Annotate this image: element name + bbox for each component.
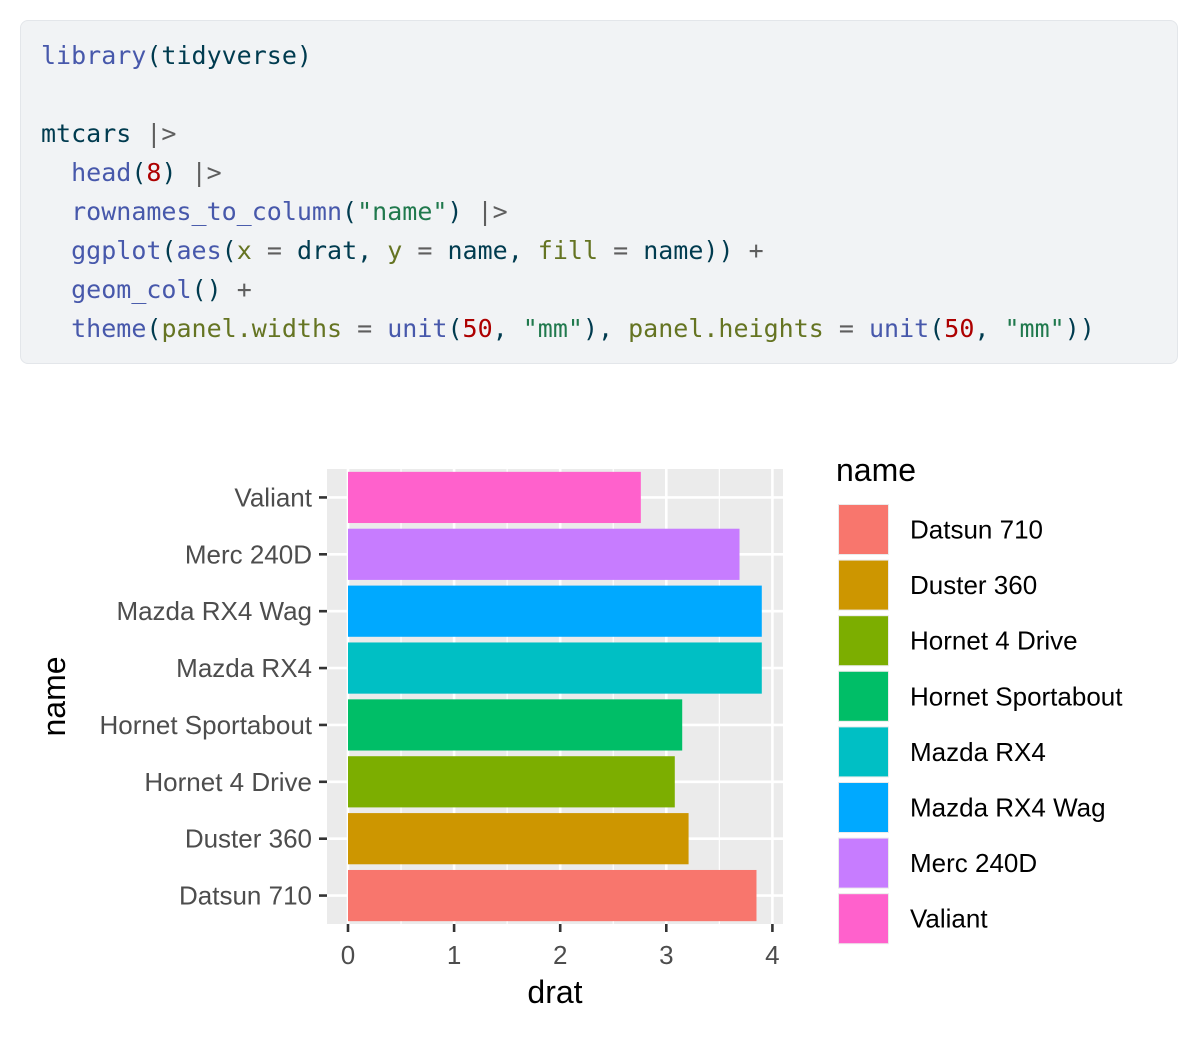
legend-swatch <box>839 560 888 610</box>
code-line: mtcars |> <box>41 119 177 148</box>
code-line: theme(panel.widths = unit(50, "mm"), pan… <box>71 314 1095 343</box>
code-line: rownames_to_column("name") |> <box>71 197 508 226</box>
y-tick-label: Merc 240D <box>185 539 312 569</box>
legend-swatch <box>839 616 888 666</box>
code-block: library(tidyverse) mtcars |> head(8) |> … <box>20 20 1178 364</box>
legend-label: Hornet 4 Drive <box>910 626 1078 656</box>
legend-label: Datsun 710 <box>910 515 1043 545</box>
x-tick-label: 2 <box>553 940 567 970</box>
bar <box>348 699 683 751</box>
x-tick-label: 4 <box>765 940 779 970</box>
legend-label: Valiant <box>910 904 988 934</box>
code-line: geom_col() + <box>71 275 252 304</box>
x-axis-title: drat <box>527 974 582 1010</box>
bar-chart: Datsun 710 Duster 360 Hornet 4 Drive Hornet… <box>36 452 1123 1010</box>
y-tick-label: Mazda RX4 Wag <box>116 596 312 626</box>
bar <box>348 869 757 922</box>
y-axis-title: name <box>36 656 72 736</box>
code-line: library(tidyverse) <box>41 41 312 70</box>
legend-label: Mazda RX4 <box>910 737 1046 767</box>
x-tick-label: 1 <box>447 940 461 970</box>
bar <box>348 642 762 694</box>
bar <box>348 471 641 524</box>
bar <box>348 813 689 865</box>
bar <box>348 585 762 637</box>
x-tick-label: 3 <box>659 940 673 970</box>
x-tick-label: 0 <box>341 940 355 970</box>
legend-label: Mazda RX4 Wag <box>910 793 1106 823</box>
bar <box>348 756 675 808</box>
code-text: library(tidyverse) mtcars |> head(8) |> … <box>41 36 1095 348</box>
y-tick-label: Hornet Sportabout <box>100 710 313 740</box>
legend-swatch <box>839 671 888 721</box>
y-tick-label: Hornet 4 Drive <box>144 767 312 797</box>
legend-swatch <box>839 727 888 777</box>
legend-swatch <box>839 838 888 888</box>
legend-label: Merc 240D <box>910 848 1037 878</box>
legend-swatch <box>839 894 888 944</box>
y-tick-label: Datsun 710 <box>179 881 312 911</box>
legend-swatch <box>839 783 888 832</box>
y-tick-label: Duster 360 <box>185 824 312 854</box>
code-line: head(8) |> <box>71 158 222 187</box>
legend-label: Hornet Sportabout <box>910 681 1123 711</box>
legend-title: name <box>836 452 916 488</box>
y-tick-label: Mazda RX4 <box>176 653 312 683</box>
y-tick-label: Valiant <box>234 482 312 512</box>
legend-label: Duster 360 <box>910 570 1037 600</box>
bar <box>348 528 740 580</box>
legend-swatch <box>839 505 888 554</box>
code-line: ggplot(aes(x = drat, y = name, fill = na… <box>71 236 764 265</box>
